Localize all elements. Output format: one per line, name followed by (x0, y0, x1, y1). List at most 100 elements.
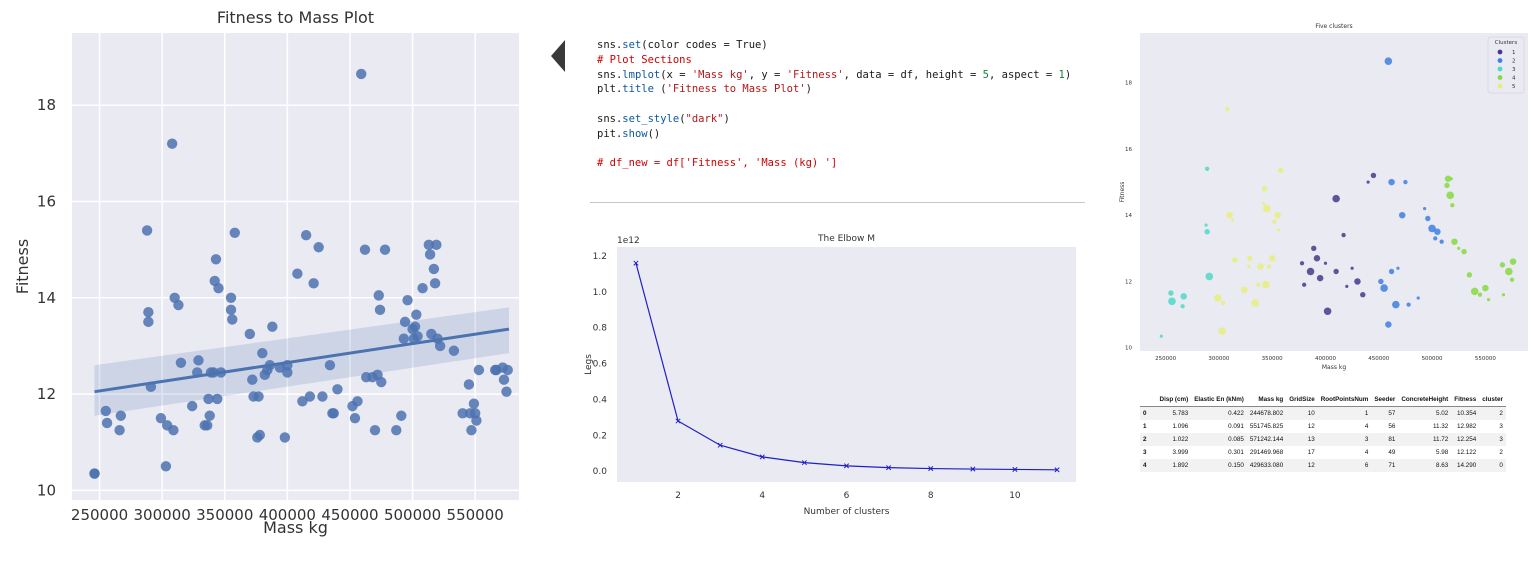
y-tick-label: 0.0 (593, 467, 608, 477)
cluster-point (1323, 261, 1328, 265)
table-column-header (1140, 393, 1157, 407)
code-token: ) (723, 112, 730, 125)
table-cell: 5.98 (1435, 449, 1449, 456)
cluster-point (1370, 172, 1377, 179)
table-cell: 0.150 (1191, 459, 1247, 472)
table-cell: 244678.802 (1246, 406, 1287, 420)
notebook-panel: sns.set(color codes = True) # Plot Sectio… (545, 0, 1110, 561)
cluster-point (1313, 255, 1321, 262)
cluster-point (1299, 261, 1305, 266)
legend-marker (1497, 58, 1503, 63)
table-cell: 71 (1371, 459, 1399, 472)
x-tick-label: 300000 (1208, 356, 1229, 362)
cluster-point (1226, 211, 1233, 219)
data-point (313, 242, 324, 253)
legend-label: 5 (1512, 84, 1516, 90)
data-point (100, 405, 112, 417)
data-point (501, 386, 512, 397)
table-cell: 291469.968 (1249, 449, 1284, 456)
table-cell: 14.290 (1451, 459, 1480, 472)
cluster-point (1262, 185, 1268, 192)
collapse-cell-icon[interactable] (551, 40, 565, 72)
x-tick-label: 8 (928, 491, 934, 501)
fitness-mass-regression-panel: 250000 300000 350000 400000 450000 500000 5500… (0, 0, 540, 561)
table-cell: 11.72 (1398, 433, 1452, 446)
cluster-point (1461, 248, 1467, 255)
cluster-point (1262, 201, 1266, 206)
legend-title: Clusters (1495, 40, 1518, 46)
data-point (267, 321, 278, 332)
cluster-point (1256, 282, 1261, 287)
table-cell: 1.096 (1172, 423, 1189, 430)
data-point (193, 355, 204, 366)
table-cell: 1.892 (1156, 459, 1192, 472)
data-point (412, 331, 423, 342)
y-tick-label: 0.4 (593, 395, 608, 405)
x-tick-label: 250000 (71, 506, 128, 524)
cluster-point (1380, 284, 1388, 292)
data-point (210, 254, 222, 265)
table-cell: 4 (1364, 423, 1369, 430)
table-cell: 1.022 (1156, 433, 1192, 446)
y-axis-label: Fitness (1119, 182, 1126, 203)
data-point (292, 268, 303, 279)
cluster-point (1406, 302, 1411, 307)
y-tick-label: 0.6 (593, 360, 608, 370)
cluster-point (1205, 166, 1210, 171)
data-point (229, 227, 240, 238)
data-point (328, 408, 339, 419)
data-point (279, 432, 291, 443)
table-row: 0 5.783 0.422 244678.802 10 1 57 5.02 10.354 2 (1140, 406, 1506, 420)
legend-marker (1497, 83, 1503, 89)
legend-label: 4 (1512, 76, 1516, 82)
data-point (409, 321, 421, 332)
data-point (247, 374, 258, 385)
table-cell: 57 (1371, 406, 1399, 420)
cluster-point (1180, 304, 1185, 309)
data-point (402, 295, 413, 306)
data-point (202, 420, 213, 431)
x-tick-label: 450000 (1368, 356, 1389, 362)
x-tick-label: 2 (675, 491, 681, 501)
table-cell: 11.32 (1432, 423, 1449, 430)
legend-marker (1497, 49, 1503, 55)
cluster-point (1204, 223, 1208, 227)
table-column-header: Seeder (1371, 393, 1399, 407)
y-tick-label: 0.8 (593, 324, 608, 334)
x-tick-label: 400000 (1315, 356, 1336, 362)
data-point (143, 307, 154, 318)
cluster-point (1392, 300, 1400, 309)
cluster-point (1477, 292, 1483, 297)
elbow-marker (633, 260, 639, 266)
data-point (317, 391, 328, 402)
cluster-point (1354, 278, 1361, 285)
elbow-chart: 2 4 6 8 10 0.0 0.2 0.4 0.6 0.8 1.0 1.2 1e12 The Elbow… (584, 234, 1076, 517)
y-axis-label: Legs (584, 354, 594, 375)
y-tick-label: 18 (1125, 81, 1132, 87)
y-tick-label: 0.2 (593, 431, 607, 441)
table-cell: 3 (1317, 433, 1372, 446)
cluster-point (1416, 296, 1420, 300)
code-token: lmplot (622, 68, 661, 81)
y-tick-label: 14 (37, 289, 56, 307)
elbow-marker (759, 454, 765, 460)
code-cell[interactable]: sns.set(color codes = True) # Plot Sectio… (597, 38, 1071, 171)
data-point (376, 376, 387, 388)
data-point (417, 282, 428, 294)
cluster-point (1205, 272, 1214, 281)
elbow-marker (970, 466, 976, 472)
table-cell: 0.301 (1228, 449, 1244, 456)
cluster-point (1241, 286, 1248, 293)
table-cell: 6 (1317, 459, 1372, 472)
table-row: 4 1.892 0.150 429633.080 12 6 71 8.63 14.290 0 (1140, 459, 1506, 472)
code-token: () (647, 127, 661, 140)
code-token: set_style (622, 112, 680, 125)
code-token: "dark" (685, 112, 724, 125)
table-cell: 10 (1286, 406, 1318, 420)
table-cell: 429633.080 (1246, 459, 1287, 472)
data-point (257, 347, 268, 359)
data-point (457, 408, 468, 419)
cluster-point (1398, 211, 1406, 219)
table-cell: 2 (1499, 449, 1503, 456)
data-point (187, 400, 198, 412)
